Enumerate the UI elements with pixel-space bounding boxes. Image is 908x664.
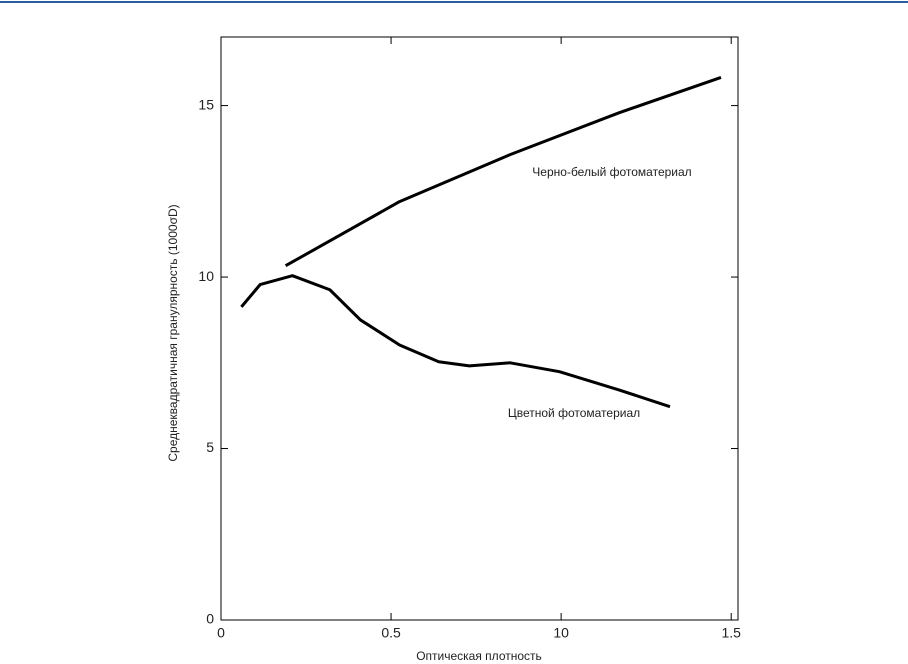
y-tick-label: 10 [198,268,214,284]
x-tick-label: 1.5 [721,625,741,641]
y-tick-label: 0 [206,611,214,627]
series-label: Цветной фотоматериал [508,406,640,420]
y-tick-label: 15 [198,96,214,112]
plot-frame [220,36,739,621]
series-label: Черно-белый фотоматериал [532,165,691,179]
series-line [284,76,722,268]
y-tick-label: 5 [206,439,214,455]
y-axis-label: Среднеквадратичная гранулярность (1000σD… [166,204,180,461]
x-axis-label: Оптическая плотность [416,649,542,663]
x-tick-label: 0.5 [381,625,401,641]
x-tick-label: 10 [553,625,569,641]
series-line [240,274,671,409]
x-tick-label: 0 [217,625,225,641]
